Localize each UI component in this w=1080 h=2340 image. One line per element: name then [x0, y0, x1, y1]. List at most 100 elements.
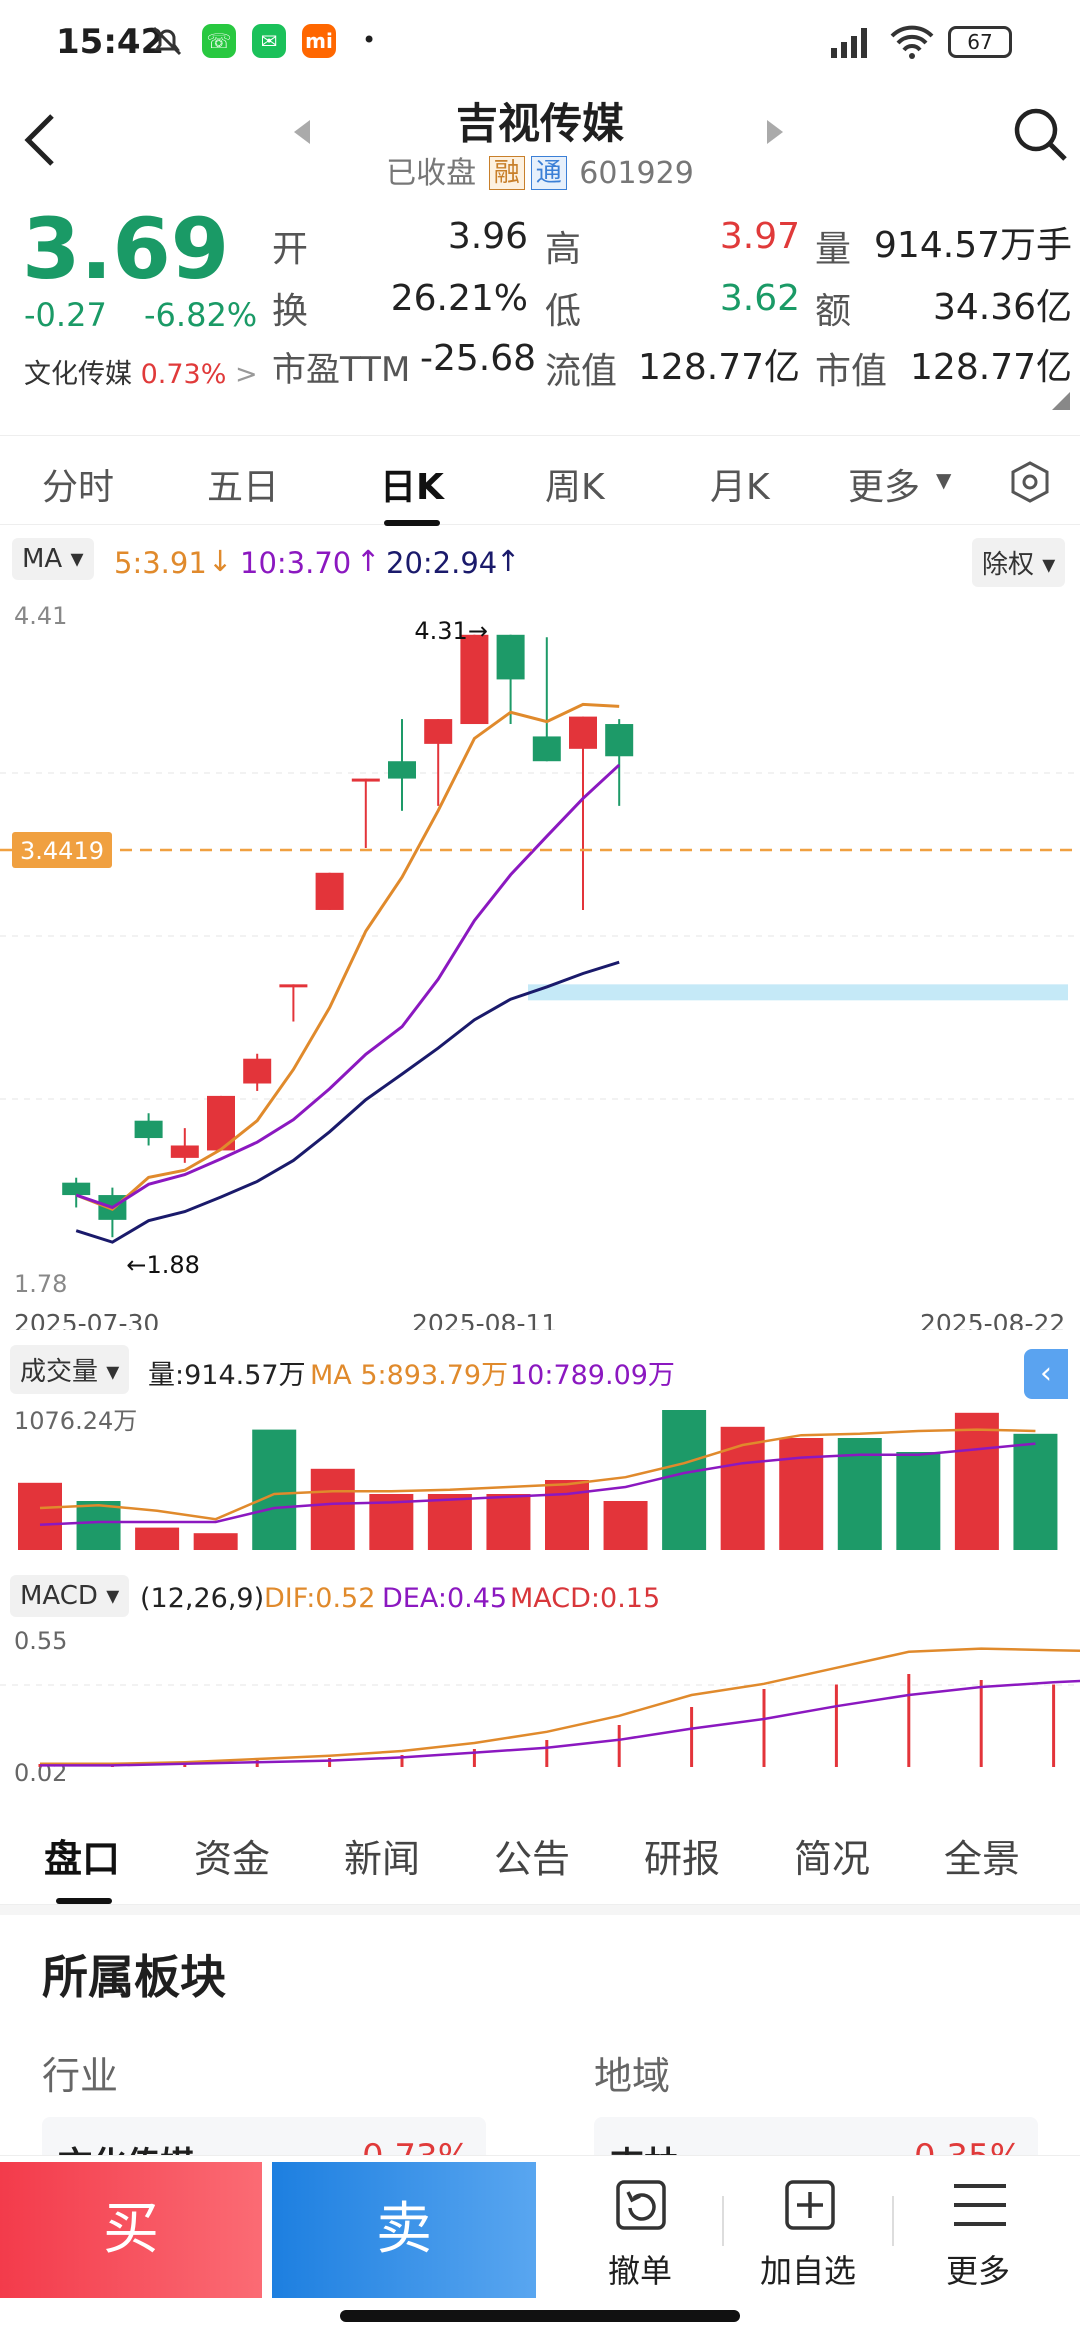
- back-icon[interactable]: [20, 110, 60, 170]
- stock-code: 601929: [579, 156, 694, 191]
- phone-app-icon: ☏: [202, 24, 236, 58]
- stock-header: 吉视传媒 已收盘 融通 601929: [0, 90, 1080, 200]
- macd-selector[interactable]: MACD ▾: [10, 1575, 130, 1617]
- macd-header: MACD ▾ (12,26,9) DIF:0.52 DEA:0.45 MACD:…: [0, 1575, 1080, 1625]
- volume-selector[interactable]: 成交量 ▾: [10, 1345, 130, 1394]
- next-stock-icon[interactable]: [765, 118, 785, 146]
- ref-price-label: 3.4419: [20, 837, 104, 865]
- volume-ma10: 10:789.09万: [510, 1360, 675, 1391]
- tab-five-day[interactable]: 五日: [207, 467, 280, 508]
- ref-price-badge: [12, 832, 112, 869]
- info-tab-indicator: [56, 1898, 112, 1904]
- search-icon[interactable]: [1010, 104, 1070, 164]
- volume-chart[interactable]: 1076.24万: [0, 1395, 1080, 1570]
- candle-body-2: [134, 1120, 163, 1139]
- candle-body-9: [388, 761, 416, 779]
- volume-bar-12: [720, 1426, 765, 1550]
- side-panel-toggle[interactable]: ‹: [1024, 1349, 1068, 1399]
- ma5-down-arrow: ↓: [208, 544, 233, 578]
- high-label: 高: [545, 229, 582, 270]
- more-dropdown-icon: ▼: [936, 468, 952, 492]
- tab-daily-k[interactable]: 日K: [380, 467, 444, 508]
- signal-icon: [831, 28, 867, 58]
- volume-ma5: MA 5:893.79万: [310, 1360, 509, 1391]
- candle-body-8: [351, 778, 380, 782]
- volume-bar-8: [486, 1494, 531, 1550]
- industry-label: 行业: [42, 2054, 119, 2098]
- macd-params: (12,26,9): [140, 1583, 265, 1614]
- candle-body-10: [424, 719, 453, 744]
- vol-ma10-line: [39, 1442, 1036, 1527]
- macd-dif: DIF:0.52: [264, 1583, 376, 1614]
- tab-news[interactable]: 新闻: [344, 1837, 421, 1881]
- ma20-line: [75, 960, 620, 1244]
- tab-more[interactable]: 更多: [848, 467, 921, 508]
- tab-active-indicator: [384, 520, 440, 526]
- tab-funds[interactable]: 资金: [194, 1837, 271, 1881]
- volume-current: 量:914.57万: [148, 1360, 306, 1391]
- y-axis-bottom-label: 1.78: [14, 1270, 67, 1298]
- price-change: -0.27: [24, 296, 107, 334]
- mute-icon: [152, 26, 182, 56]
- tab-monthly-k[interactable]: 月K: [710, 467, 770, 508]
- candle-body-7: [315, 872, 344, 910]
- adjust-selector[interactable]: 除权 ▾: [972, 538, 1066, 587]
- volume-bar-5: [310, 1468, 355, 1550]
- home-indicator[interactable]: [340, 2310, 740, 2322]
- settings-hex-icon[interactable]: [1008, 460, 1052, 504]
- candle-body-13: [532, 736, 561, 762]
- action-bar: 买 卖 撤单 加自选 更多: [0, 2155, 1080, 2300]
- tab-order-book[interactable]: 盘口: [44, 1837, 121, 1881]
- ma-indicator-bar: MA ▾ 5:3.91 ↓ 10:3.70 ↑ 20:2.94 ↑ 除权 ▾: [0, 534, 1080, 594]
- expand-corner-icon[interactable]: [1052, 392, 1070, 410]
- sector-title: 所属板块: [42, 1950, 226, 2004]
- amount-label: 额: [815, 291, 852, 332]
- tab-overview[interactable]: 全景: [944, 1837, 1021, 1881]
- buy-button[interactable]: 买: [0, 2162, 262, 2298]
- status-time: 15:42: [56, 22, 165, 62]
- section-divider: [0, 1905, 1080, 1915]
- pe-label: 市盈TTM: [272, 350, 411, 390]
- amount-value: 34.36亿: [932, 287, 1072, 328]
- add-watchlist-button[interactable]: 加自选: [745, 2168, 875, 2290]
- wifi-icon: [890, 25, 934, 59]
- tab-profile[interactable]: 简况: [794, 1837, 871, 1881]
- ma20-value: 20:2.94: [386, 546, 498, 580]
- add-watchlist-icon: [785, 2180, 835, 2230]
- tab-research[interactable]: 研报: [644, 1837, 721, 1881]
- macd-dea: DEA:0.45: [382, 1583, 508, 1614]
- x-label-end: 2025-08-22: [920, 1309, 1065, 1330]
- tab-intraday[interactable]: 分时: [42, 467, 115, 508]
- macd-value: MACD:0.15: [510, 1583, 661, 1614]
- volume-bar-17: [1013, 1433, 1058, 1550]
- ma10-line: [75, 763, 621, 1210]
- ma-selector[interactable]: MA ▾: [12, 538, 94, 580]
- volume-label: 量: [815, 229, 852, 270]
- volume-bar-16: [954, 1412, 999, 1550]
- volume-bar-9: [545, 1480, 589, 1550]
- menu-icon: [954, 2184, 1006, 2226]
- tab-announcements[interactable]: 公告: [494, 1837, 571, 1881]
- more-button[interactable]: 更多: [920, 2168, 1040, 2290]
- vol-ma5-line: [39, 1428, 1036, 1521]
- market-cap-value: 128.77亿: [910, 347, 1072, 388]
- stock-name: 吉视传媒: [455, 99, 624, 148]
- macd-chart[interactable]: 0.55 0.02: [0, 1625, 1080, 1790]
- volume-bar-0: [18, 1482, 62, 1550]
- volume-bar-7: [427, 1494, 472, 1550]
- macd-top-label: 0.55: [14, 1627, 67, 1655]
- sector-link[interactable]: 文化传媒 0.73% >: [24, 359, 258, 390]
- action-divider-1: [722, 2196, 724, 2246]
- sell-button[interactable]: 卖: [272, 2162, 536, 2298]
- ma5-line: [75, 702, 620, 1212]
- tab-weekly-k[interactable]: 周K: [545, 467, 605, 508]
- current-price: 3.69: [22, 200, 230, 298]
- macd-dif-line: [40, 1647, 1080, 1766]
- volume-header: 成交量 ▾ 量:914.57万 MA 5:893.79万 10:789.09万 …: [0, 1345, 1080, 1399]
- candlestick-chart[interactable]: 3.4419 4.31→ ←1.88 4.41 1.78 2025-07-30 20…: [0, 600, 1080, 1330]
- turnover-label: 换: [272, 291, 309, 332]
- y-axis-top-label: 4.41: [14, 602, 67, 630]
- prev-stock-icon[interactable]: [292, 118, 312, 146]
- x-label-mid: 2025-08-11: [412, 1309, 557, 1330]
- cancel-order-button[interactable]: 撤单: [580, 2168, 700, 2290]
